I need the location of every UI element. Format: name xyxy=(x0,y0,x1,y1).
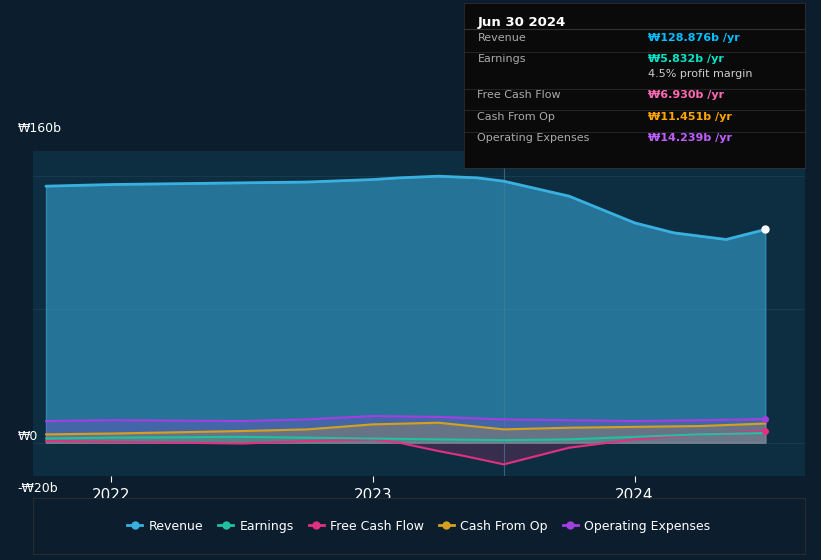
Text: -₩20b: -₩20b xyxy=(17,483,58,496)
Text: ₩160b: ₩160b xyxy=(17,122,62,135)
Text: Free Cash Flow: Free Cash Flow xyxy=(478,90,561,100)
Text: 4.5% profit margin: 4.5% profit margin xyxy=(648,69,752,79)
Legend: Revenue, Earnings, Free Cash Flow, Cash From Op, Operating Expenses: Revenue, Earnings, Free Cash Flow, Cash … xyxy=(121,514,717,539)
Text: ₩128.876b /yr: ₩128.876b /yr xyxy=(648,32,740,43)
Text: ₩0: ₩0 xyxy=(17,430,38,443)
Text: Earnings: Earnings xyxy=(478,54,526,64)
Text: Cash From Op: Cash From Op xyxy=(478,112,555,122)
Text: Jun 30 2024: Jun 30 2024 xyxy=(478,16,566,29)
Text: Revenue: Revenue xyxy=(478,32,526,43)
Text: ₩14.239b /yr: ₩14.239b /yr xyxy=(648,133,732,143)
Text: ₩6.930b /yr: ₩6.930b /yr xyxy=(648,90,724,100)
Text: ₩11.451b /yr: ₩11.451b /yr xyxy=(648,112,732,122)
Text: Operating Expenses: Operating Expenses xyxy=(478,133,589,143)
Text: ₩5.832b /yr: ₩5.832b /yr xyxy=(648,54,724,64)
